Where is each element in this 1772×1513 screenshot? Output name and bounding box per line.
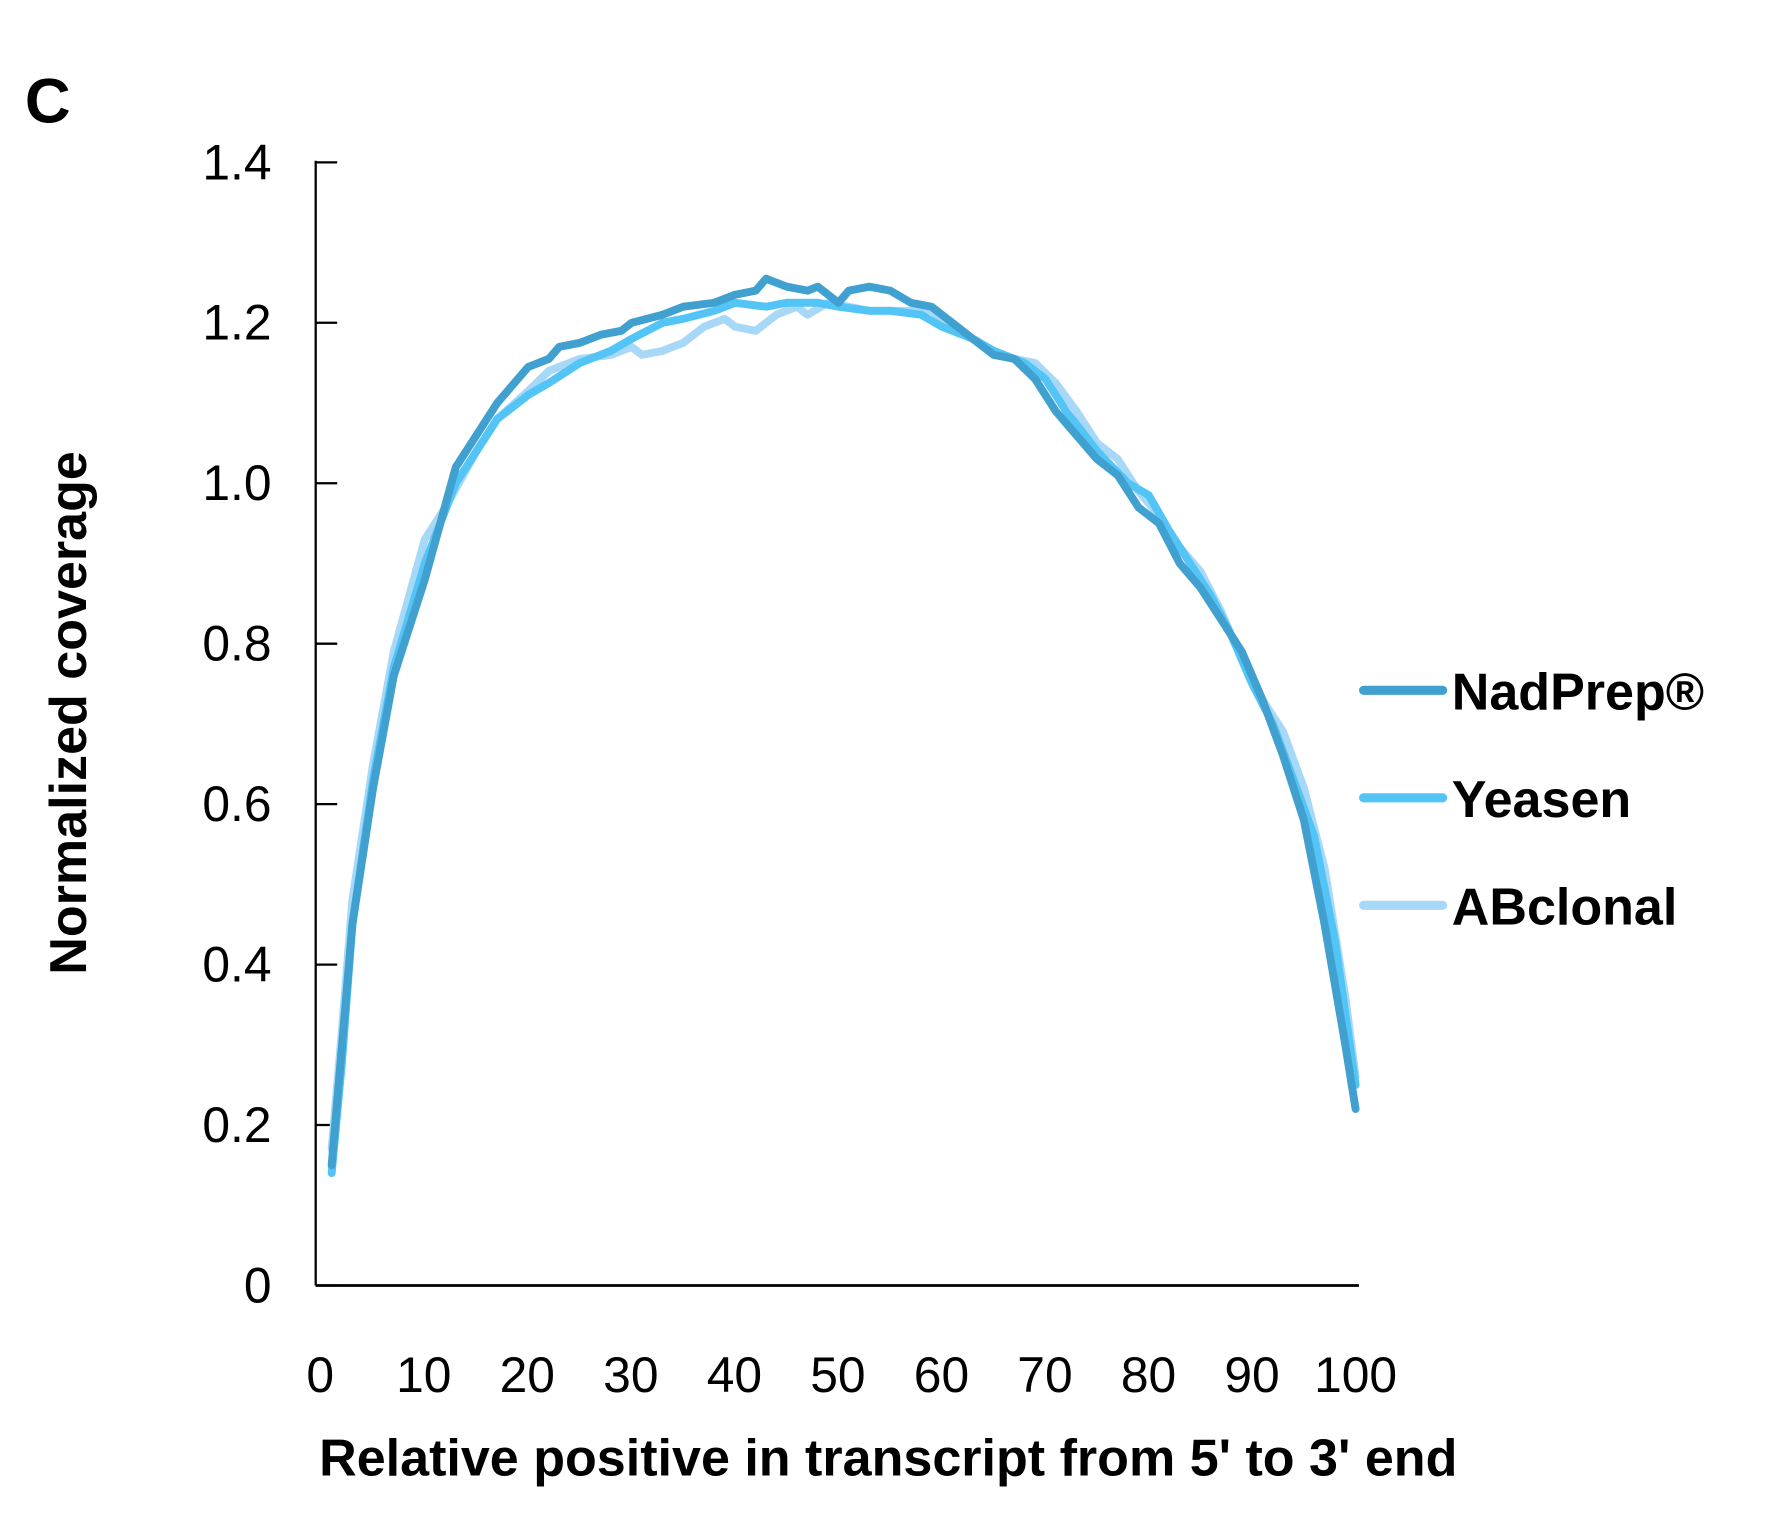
x-tick-label: 70 <box>1017 1347 1072 1403</box>
x-tick-label: 20 <box>500 1347 555 1403</box>
x-tick-label: 90 <box>1224 1347 1279 1403</box>
y-tick-label: 0.4 <box>202 937 271 993</box>
x-tick-label: 60 <box>914 1347 969 1403</box>
x-tick-label: 50 <box>810 1347 865 1403</box>
y-axis: 0 0.2 0.4 0.6 0.8 1.0 1.2 1.4 <box>202 134 338 1313</box>
y-axis-title: Normalized coverage <box>40 451 98 975</box>
x-tick-label: 80 <box>1121 1347 1176 1403</box>
legend-label: NadPrep® <box>1452 664 1704 722</box>
x-tick-label: 100 <box>1314 1347 1397 1403</box>
series-line-nadprep <box>327 274 1360 1170</box>
x-axis-title: Relative positive in transcript from 5' … <box>319 1430 1457 1488</box>
x-tick-label: 40 <box>707 1347 762 1403</box>
panel-label: C <box>25 66 71 136</box>
series-group <box>327 274 1360 1178</box>
x-axis: 0 10 20 30 40 50 60 70 80 90 100 <box>306 1347 1397 1403</box>
y-tick-label: 0.6 <box>202 776 271 832</box>
y-tick-label: 1.2 <box>202 295 271 351</box>
legend: NadPrep® Yeasen ABclonal <box>1358 664 1704 937</box>
series-line-abclonal <box>327 298 1360 1154</box>
legend-label: ABclonal <box>1452 879 1678 937</box>
y-tick-label: 0.2 <box>202 1097 271 1153</box>
x-tick-label: 10 <box>396 1347 451 1403</box>
y-tick-label: 0 <box>244 1257 272 1313</box>
y-tick-label: 1.0 <box>202 455 271 511</box>
legend-label: Yeasen <box>1452 771 1631 829</box>
y-tick-label: 0.8 <box>202 616 271 672</box>
y-tick-label: 1.4 <box>202 134 271 190</box>
x-tick-label: 0 <box>306 1347 334 1403</box>
series-line-yeasen <box>327 298 1360 1178</box>
x-tick-label: 30 <box>603 1347 658 1403</box>
